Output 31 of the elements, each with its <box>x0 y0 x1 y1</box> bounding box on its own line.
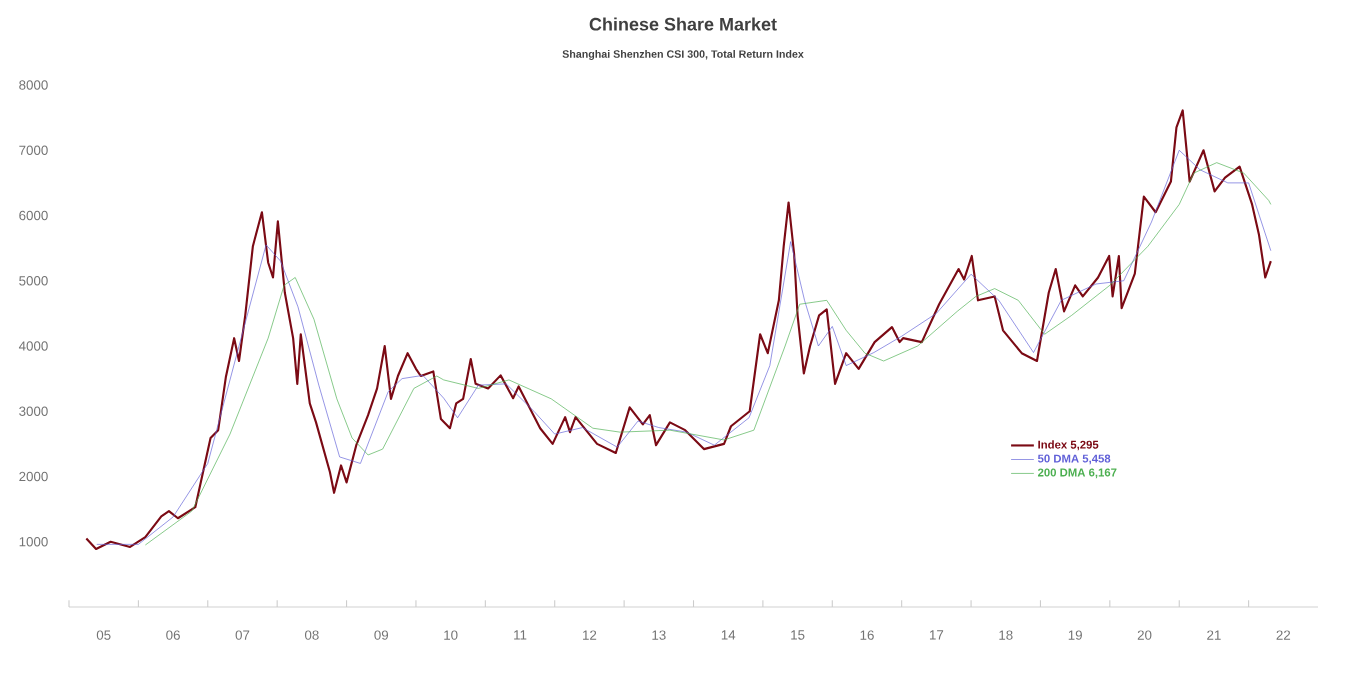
x-tick-label: 06 <box>166 630 180 640</box>
x-tick-label: 12 <box>583 630 597 640</box>
x-tick-label: 17 <box>929 630 944 640</box>
x-tick-label: 13 <box>652 630 666 640</box>
chart-title: Chinese Share Market <box>589 17 777 31</box>
x-tick-label: 20 <box>1137 630 1152 640</box>
y-tick-label: 5000 <box>19 276 48 286</box>
legend-label: 200 DMA 6,167 <box>1037 468 1117 479</box>
x-tick-label: 11 <box>514 630 527 640</box>
y-tick-label: 6000 <box>19 210 48 221</box>
legend-label: 50 DMA 5,458 <box>1037 454 1111 465</box>
y-tick-label: 1000 <box>19 537 48 547</box>
x-tick-label: 14 <box>721 630 736 640</box>
x-tick-label: 18 <box>999 630 1013 640</box>
x-tick-label: 15 <box>791 630 805 640</box>
x-tick-label: 19 <box>1068 630 1082 640</box>
y-tick-label: 2000 <box>19 471 48 482</box>
x-tick-label: 10 <box>444 630 458 640</box>
y-tick-label: 4000 <box>18 341 48 351</box>
y-tick-label: 7000 <box>19 145 48 155</box>
x-tick-label: 07 <box>235 630 250 640</box>
x-tick-label: 22 <box>1276 630 1291 640</box>
x-tick-label: 16 <box>860 630 874 640</box>
legend-label: Index 5,295 <box>1038 440 1099 451</box>
x-tick-label: 21 <box>1207 630 1221 640</box>
y-tick-label: 3000 <box>19 406 48 416</box>
chart-subtitle: Shanghai Shenzhen CSI 300, Total Return Index <box>562 49 804 60</box>
x-tick-label: 05 <box>96 630 111 640</box>
x-tick-label: 09 <box>374 630 389 640</box>
x-tick-label: 08 <box>304 630 319 640</box>
y-tick-label: 8000 <box>19 80 48 90</box>
